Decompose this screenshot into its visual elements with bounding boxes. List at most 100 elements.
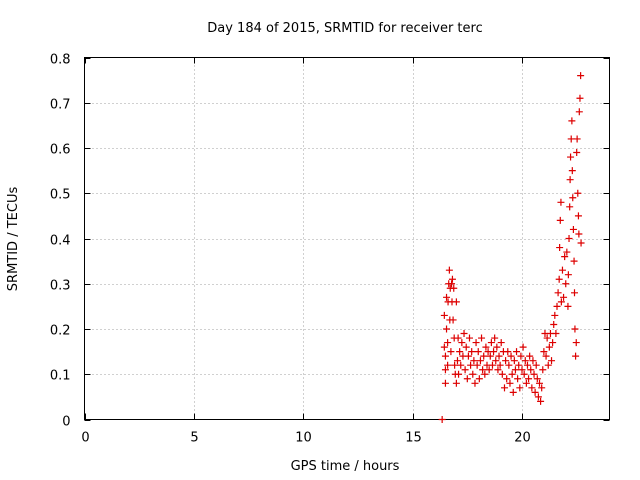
data-point — [486, 352, 494, 360]
data-point — [517, 352, 525, 360]
data-point — [485, 366, 493, 374]
data-point — [519, 343, 527, 351]
data-point — [452, 379, 460, 387]
data-point — [501, 384, 508, 392]
data-point — [497, 339, 505, 347]
data-point — [443, 325, 451, 333]
data-points — [438, 72, 585, 423]
data-point — [518, 366, 526, 374]
data-point — [556, 216, 564, 224]
data-point — [443, 293, 451, 301]
data-point — [554, 289, 562, 297]
data-point — [532, 361, 540, 369]
plot-frame — [84, 57, 610, 420]
data-point — [568, 167, 576, 175]
data-point — [577, 72, 585, 80]
data-point — [565, 235, 573, 242]
data-point — [450, 284, 458, 292]
data-point — [455, 370, 463, 378]
data-point — [492, 357, 500, 365]
data-point — [568, 117, 576, 125]
data-point — [473, 361, 481, 369]
data-point — [562, 280, 570, 288]
data-point — [482, 343, 490, 351]
data-point — [551, 311, 559, 319]
data-point — [534, 393, 542, 401]
data-point — [467, 361, 475, 369]
data-point — [563, 248, 571, 256]
data-point — [572, 352, 580, 360]
data-point — [447, 348, 455, 356]
axis-ticks — [84, 57, 610, 421]
y-tick-label: 0.8 — [50, 53, 71, 68]
data-point — [472, 339, 480, 347]
x-tick-label: 5 — [190, 431, 198, 446]
x-tick-label: 20 — [514, 431, 531, 446]
data-point — [469, 370, 477, 378]
data-point — [498, 370, 506, 378]
data-point — [462, 343, 470, 351]
data-point — [510, 357, 518, 365]
data-point — [441, 352, 449, 360]
data-point — [528, 384, 536, 392]
data-point — [521, 357, 529, 365]
data-point — [488, 361, 496, 369]
data-point — [506, 379, 514, 387]
data-point — [525, 375, 533, 383]
data-point — [449, 316, 457, 324]
data-point — [575, 230, 583, 238]
data-point — [549, 339, 557, 347]
data-point — [560, 293, 568, 301]
data-point — [496, 361, 504, 369]
data-point — [557, 298, 565, 306]
data-point — [545, 343, 553, 351]
data-point — [458, 339, 466, 347]
data-point — [530, 370, 538, 378]
data-point — [515, 361, 523, 369]
data-point — [540, 348, 548, 356]
data-point — [526, 352, 534, 360]
data-point — [509, 388, 517, 396]
data-point — [571, 325, 579, 333]
data-point — [577, 239, 585, 247]
data-point — [531, 388, 539, 396]
data-point — [543, 334, 551, 342]
data-point — [564, 271, 572, 279]
data-point — [448, 280, 456, 288]
y-tick-label: 0.1 — [50, 369, 71, 384]
data-point — [441, 379, 449, 387]
data-point — [463, 375, 471, 383]
data-point — [452, 298, 460, 306]
data-point — [574, 212, 582, 220]
data-point — [574, 189, 582, 197]
data-point — [572, 339, 580, 347]
data-point — [494, 366, 502, 374]
data-point — [523, 361, 531, 369]
data-point — [454, 334, 462, 342]
data-point — [544, 361, 552, 369]
data-point — [570, 257, 578, 265]
data-point — [491, 334, 499, 342]
data-point — [511, 366, 519, 374]
data-point — [504, 348, 512, 356]
data-point — [516, 384, 524, 392]
data-point — [487, 339, 495, 347]
data-point — [456, 348, 464, 356]
data-point — [507, 352, 515, 360]
x-tick-label: 15 — [405, 431, 422, 446]
data-point — [444, 361, 452, 369]
data-point — [536, 379, 543, 387]
data-point — [493, 343, 501, 351]
y-tick-labels: 0 0.1 0.2 0.3 0.4 0.5 0.6 0.7 0.8 — [50, 53, 71, 430]
data-point — [522, 379, 530, 387]
data-point — [564, 302, 572, 310]
grid — [84, 57, 610, 420]
data-point — [438, 416, 446, 423]
data-point — [529, 357, 537, 365]
data-point — [471, 379, 479, 387]
data-point — [490, 348, 498, 356]
data-point — [451, 361, 459, 369]
data-point — [453, 357, 461, 365]
data-point — [480, 352, 488, 360]
